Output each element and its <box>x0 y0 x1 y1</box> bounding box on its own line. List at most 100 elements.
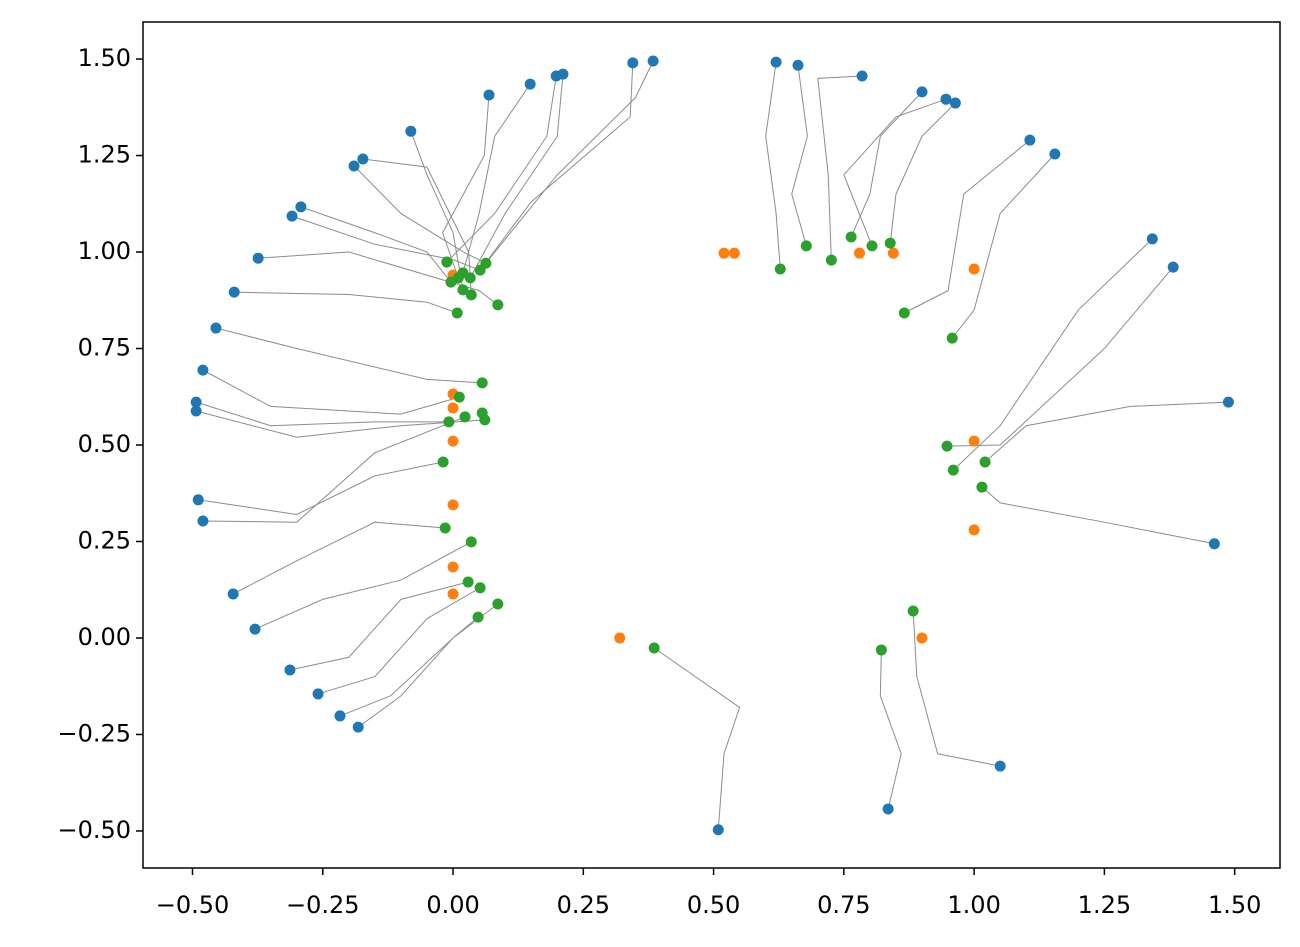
x-tick-label: 0.75 <box>817 891 870 919</box>
trajectory <box>317 587 481 695</box>
point <box>856 70 868 82</box>
point <box>405 125 417 137</box>
point <box>898 307 910 319</box>
point <box>447 402 459 414</box>
point <box>994 760 1006 772</box>
axes-frame <box>142 21 1281 869</box>
point <box>480 257 492 269</box>
point <box>192 494 204 506</box>
trajectory <box>904 139 1031 314</box>
point <box>774 263 786 275</box>
point <box>439 522 451 534</box>
trajectory <box>202 369 460 415</box>
point <box>228 286 240 298</box>
point <box>884 237 896 249</box>
point <box>190 405 202 417</box>
point <box>1024 134 1036 146</box>
point <box>284 664 296 676</box>
point <box>197 515 209 527</box>
point <box>947 464 959 476</box>
trajectory <box>258 251 499 306</box>
point <box>457 284 469 296</box>
point <box>437 456 449 468</box>
point <box>940 93 952 105</box>
point <box>968 263 980 275</box>
point <box>946 332 958 344</box>
point <box>190 396 202 408</box>
point <box>614 632 626 644</box>
point <box>550 70 562 82</box>
trajectory <box>232 521 446 595</box>
point <box>447 435 459 447</box>
point <box>1146 233 1158 245</box>
point <box>252 252 264 264</box>
y-tick-label: 0.25 <box>78 526 131 554</box>
trajectory <box>300 206 452 283</box>
point <box>227 588 239 600</box>
trajectory <box>195 401 449 427</box>
y-tick-label: 0.00 <box>78 623 131 651</box>
x-tick-label: −0.50 <box>156 891 230 919</box>
trajectory <box>198 461 444 515</box>
trajectory <box>984 401 1229 463</box>
trajectory <box>446 75 557 263</box>
point <box>476 377 488 389</box>
x-tick-label: 0.25 <box>557 891 610 919</box>
x-tick-label: 1.50 <box>1208 891 1261 919</box>
trajectory <box>442 94 490 279</box>
x-tick-label: 0.00 <box>426 891 479 919</box>
trajectory <box>234 291 458 314</box>
trajectory <box>879 649 902 810</box>
point <box>825 254 837 266</box>
trajectory <box>889 102 956 244</box>
point <box>451 307 463 319</box>
point <box>462 576 474 588</box>
trajectory <box>196 410 485 438</box>
point <box>1222 396 1234 408</box>
point <box>479 414 491 426</box>
point <box>492 299 504 311</box>
point <box>474 582 486 594</box>
point <box>210 322 222 334</box>
point <box>453 391 465 403</box>
point <box>853 247 865 259</box>
point <box>295 201 307 213</box>
point <box>312 688 324 700</box>
point <box>524 78 536 90</box>
y-tick-label: 1.25 <box>78 141 131 169</box>
point <box>465 289 477 301</box>
point <box>441 256 453 268</box>
y-tick-label: 1.00 <box>78 237 131 265</box>
point <box>728 247 740 259</box>
trajectory <box>485 60 654 264</box>
trajectory <box>850 91 923 238</box>
point <box>197 364 209 376</box>
point <box>447 588 459 600</box>
point <box>887 247 899 259</box>
point <box>352 721 364 733</box>
y-tick-label: 1.50 <box>78 44 131 72</box>
trajectory <box>479 62 634 271</box>
point <box>286 210 298 222</box>
point <box>949 97 961 109</box>
y-tick-label: 0.50 <box>78 430 131 458</box>
point <box>979 456 991 468</box>
y-tick-label: −0.50 <box>57 816 131 844</box>
trajectory <box>289 581 469 671</box>
point <box>647 55 659 67</box>
point <box>447 499 459 511</box>
point <box>1208 538 1220 550</box>
point <box>968 524 980 536</box>
point <box>334 710 346 722</box>
trajectory <box>951 153 1056 339</box>
trajectory <box>202 416 466 523</box>
point <box>916 86 928 98</box>
point <box>443 416 455 428</box>
trajectory <box>843 98 947 247</box>
point <box>348 160 360 172</box>
x-tick-label: 1.25 <box>1078 891 1131 919</box>
point <box>882 803 894 815</box>
trajectory <box>353 165 487 264</box>
trajectory <box>817 75 863 261</box>
